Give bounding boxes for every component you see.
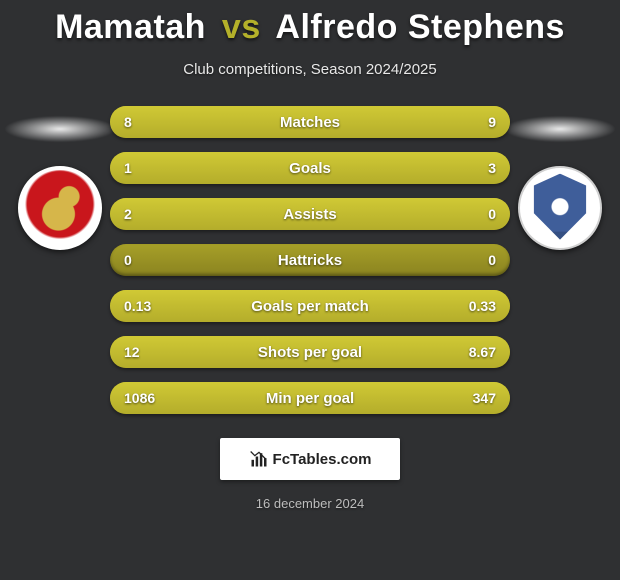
left-badge-column — [0, 116, 120, 250]
comparison-date: 16 december 2024 — [0, 496, 620, 511]
stat-label: Goals per match — [251, 298, 369, 315]
fc-ashdod-crest — [18, 166, 102, 250]
stat-fill-left — [110, 106, 298, 138]
player2-name: Alfredo Stephens — [275, 8, 564, 46]
stat-bars: 8 9 Matches 1 3 Goals 2 0 Assists 0 0 Hattricks 0.13… — [110, 106, 510, 414]
bar-chart-icon — [249, 449, 269, 469]
season-subtitle: Club competitions, Season 2024/2025 — [0, 61, 620, 78]
stat-label: Min per goal — [266, 390, 354, 407]
stat-value-right: 3 — [488, 160, 496, 176]
stat-value-right: 9 — [488, 114, 496, 130]
stat-bar: 8 9 Matches — [110, 106, 510, 138]
stat-value-right: 0 — [488, 206, 496, 222]
stat-label: Goals — [289, 160, 331, 177]
stat-label: Shots per goal — [258, 344, 362, 361]
stat-value-left: 1086 — [124, 390, 155, 406]
brand-text: FcTables.com — [273, 451, 372, 468]
stat-bar: 12 8.67 Shots per goal — [110, 336, 510, 368]
stat-fill-left — [110, 382, 414, 414]
right-badge-column — [500, 116, 620, 250]
stat-value-right: 0.33 — [469, 298, 496, 314]
stat-value-left: 2 — [124, 206, 132, 222]
stat-label: Hattricks — [278, 252, 342, 269]
stat-value-left: 12 — [124, 344, 140, 360]
stat-bar: 0 0 Hattricks — [110, 244, 510, 276]
stat-value-right: 8.67 — [469, 344, 496, 360]
comparison-stage: 8 9 Matches 1 3 Goals 2 0 Assists 0 0 Hattricks 0.13… — [0, 106, 620, 414]
stat-label: Assists — [283, 206, 336, 223]
stat-bar: 1086 347 Min per goal — [110, 382, 510, 414]
stat-bar: 0.13 0.33 Goals per match — [110, 290, 510, 322]
stat-value-right: 347 — [473, 390, 496, 406]
comparison-title: Mamatah vs Alfredo Stephens — [0, 0, 620, 47]
stat-fill-right — [210, 152, 510, 184]
stat-bar: 2 0 Assists — [110, 198, 510, 230]
stat-value-right: 0 — [488, 252, 496, 268]
stat-value-left: 0 — [124, 252, 132, 268]
left-halo — [5, 116, 115, 142]
brand-box: FcTables.com — [220, 438, 400, 480]
player1-name: Mamatah — [55, 8, 206, 46]
stat-bar: 1 3 Goals — [110, 152, 510, 184]
vs-separator: vs — [222, 8, 261, 46]
kiryat-shmona-crest — [518, 166, 602, 250]
stat-value-left: 1 — [124, 160, 132, 176]
stat-value-left: 8 — [124, 114, 132, 130]
right-halo — [505, 116, 615, 142]
stat-label: Matches — [280, 114, 340, 131]
stat-value-left: 0.13 — [124, 298, 151, 314]
